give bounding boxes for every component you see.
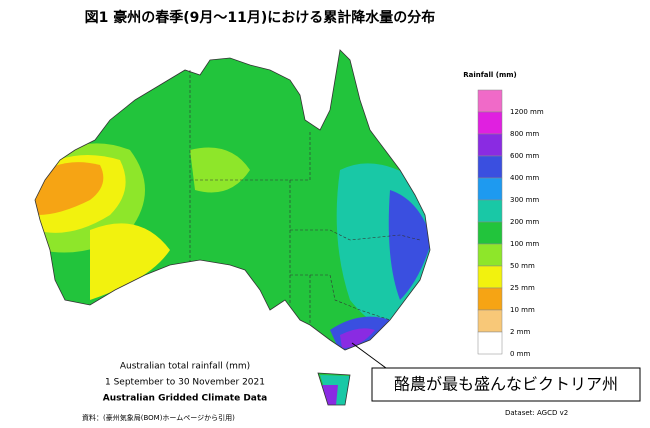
legend-swatch: [477, 155, 503, 179]
legend-swatch: [477, 177, 503, 201]
caption-line: Australian Gridded Climate Data: [103, 394, 268, 404]
patch: [35, 162, 104, 215]
legend: 1200 mm 800 mm 600 mm 400 mm 300 mm 200 mm 100…: [477, 89, 544, 358]
legend-label: 50 mm: [510, 262, 535, 270]
legend-label: 1200 mm: [510, 108, 544, 116]
legend-swatch: [477, 287, 503, 311]
legend-swatch: [477, 133, 503, 157]
legend-swatch: [477, 331, 503, 355]
callout-line: [351, 342, 387, 369]
legend-swatch: [477, 265, 503, 289]
legend-label: 25 mm: [510, 284, 535, 292]
legend-label: 100 mm: [510, 240, 539, 248]
legend-label: 300 mm: [510, 196, 539, 204]
legend-label: 800 mm: [510, 130, 539, 138]
patch: [90, 223, 170, 300]
patch: [190, 147, 250, 193]
legend-swatch: [477, 243, 503, 267]
caption-line: 1 September to 30 November 2021: [105, 378, 265, 388]
coastline: [34, 49, 431, 406]
legend-label: 0 mm: [510, 350, 530, 358]
legend-swatch: [477, 309, 503, 333]
title: 図1 豪州の春季(9月～11月)における累計降水量の分布: [85, 9, 436, 26]
legend-label: 400 mm: [510, 174, 539, 182]
legend-swatch: [477, 221, 503, 245]
legend-label: 10 mm: [510, 306, 535, 314]
callout-box: [371, 367, 641, 402]
legend-swatch: [477, 111, 503, 135]
patch: [388, 190, 430, 300]
legend-swatch: [477, 89, 503, 113]
patch: [322, 385, 338, 405]
dataset: Dataset: AGCD v2: [505, 409, 568, 417]
legend-label: 600 mm: [510, 152, 539, 160]
source: 資料：(豪州気象局(BOM)ホームページから引用): [82, 413, 235, 422]
legend-label: 2 mm: [510, 328, 530, 336]
caption: Australian total rainfall (mm) 1 Septemb…: [103, 362, 268, 404]
patch: [340, 328, 375, 348]
state-borders: [189, 70, 421, 325]
callout-text: 酪農が最も盛んなビクトリア州: [394, 375, 618, 394]
legend-title: Rainfall (mm): [463, 71, 517, 79]
legend-swatch: [477, 199, 503, 223]
caption-line: Australian total rainfall (mm): [120, 362, 250, 372]
legend-label: 200 mm: [510, 218, 539, 226]
